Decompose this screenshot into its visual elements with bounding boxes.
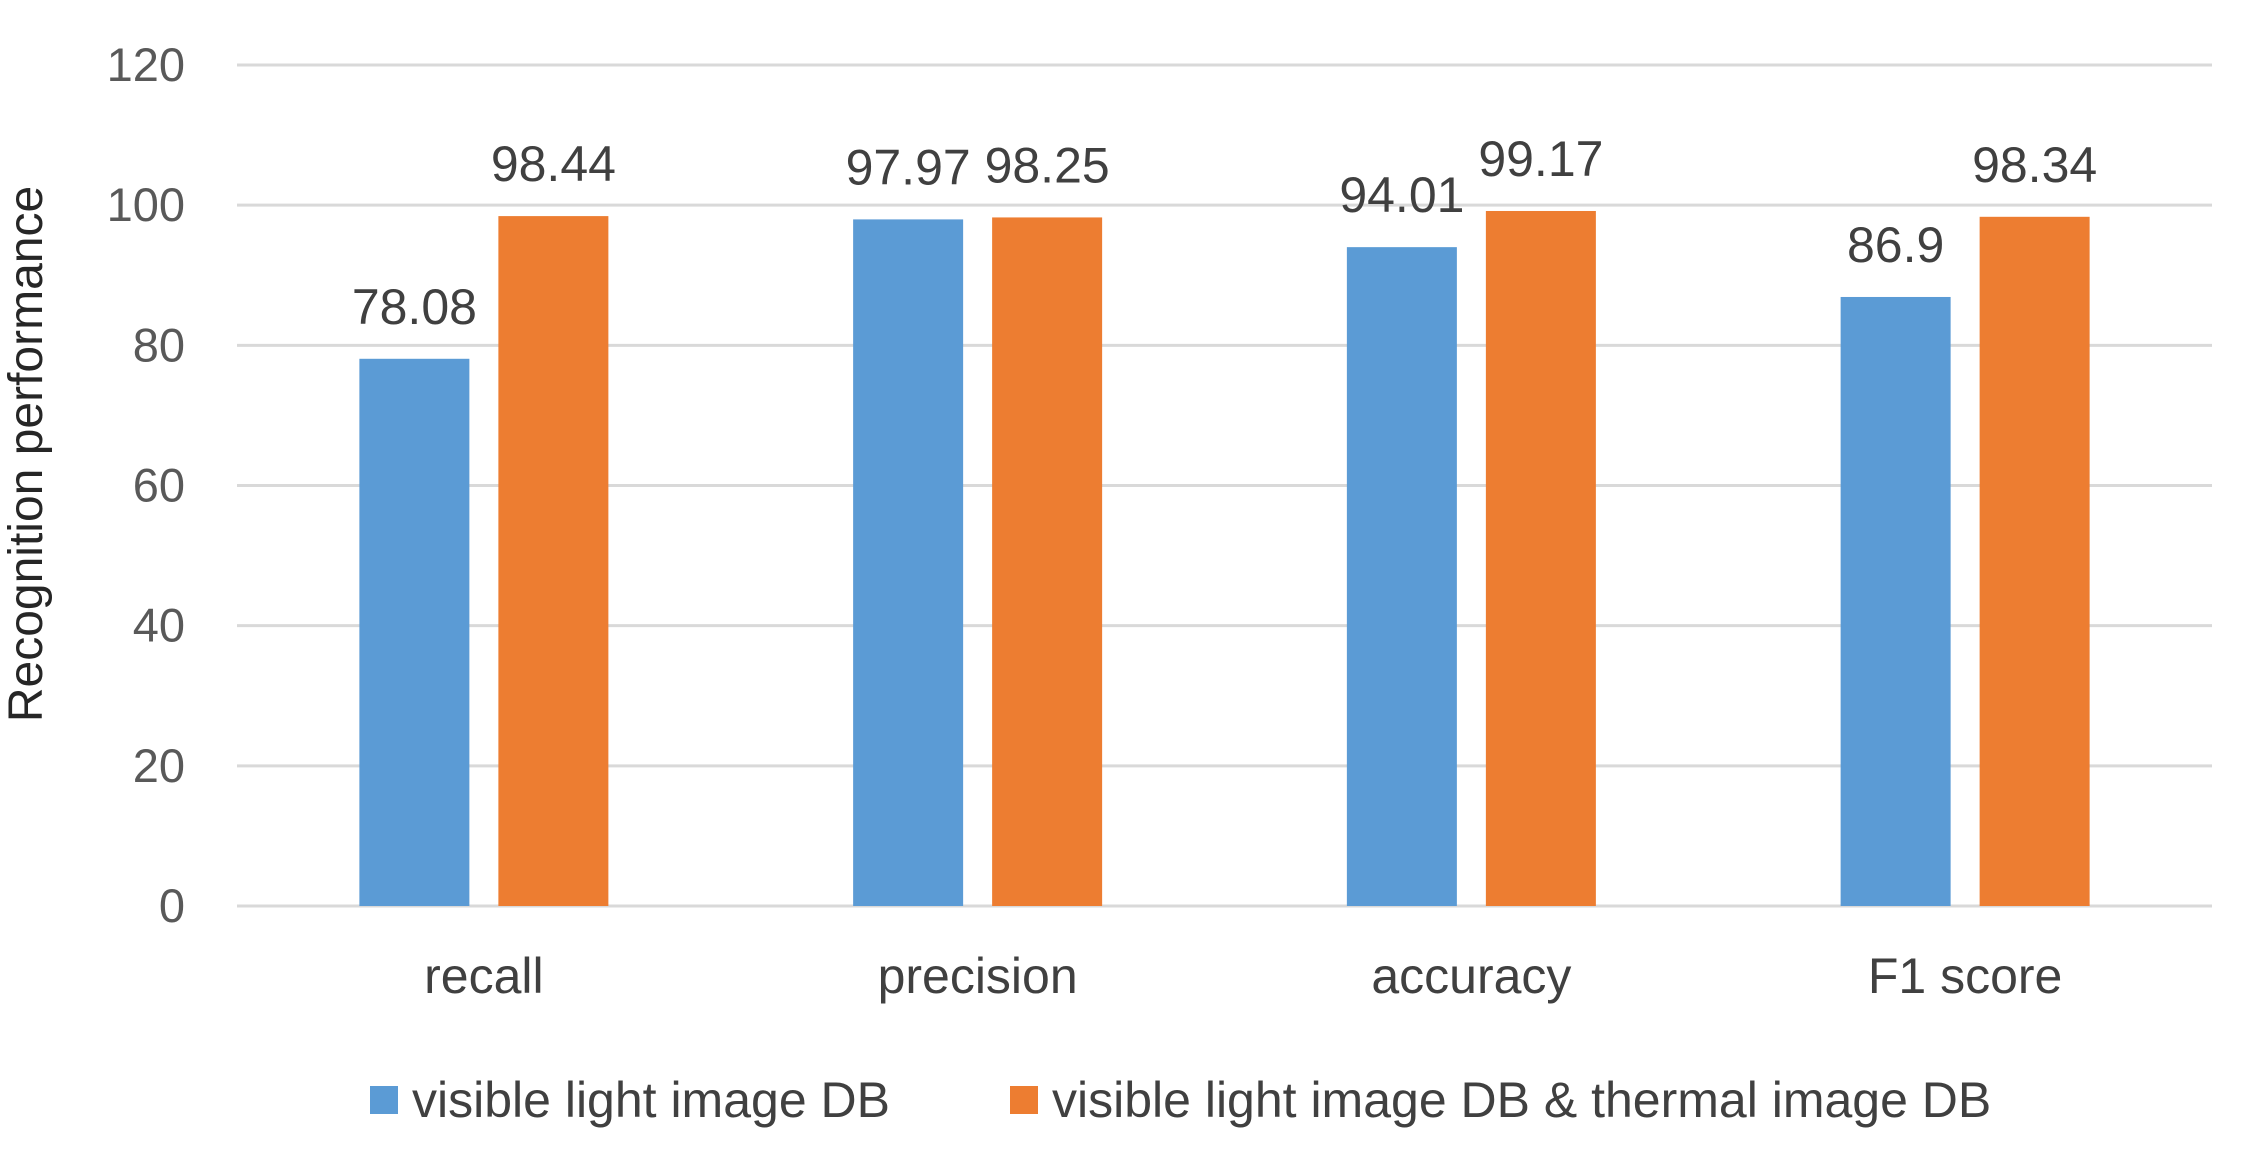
data-label: 86.9 xyxy=(1847,217,1944,273)
data-label: 94.01 xyxy=(1339,167,1464,223)
data-label: 78.08 xyxy=(352,279,477,335)
legend-swatch xyxy=(1010,1086,1038,1114)
y-tick-label: 120 xyxy=(107,38,185,91)
data-label: 98.34 xyxy=(1972,137,2097,193)
bar-recall-series-2 xyxy=(498,216,609,906)
bar-accuracy-series-2 xyxy=(1485,210,1596,906)
bar-precision-series-2 xyxy=(992,217,1103,906)
bar-f1-score-series-2 xyxy=(1979,216,2090,906)
legend-swatch xyxy=(370,1086,398,1114)
x-category-label: accuracy xyxy=(1371,948,1571,1004)
bars xyxy=(359,210,2090,907)
x-category-label: precision xyxy=(878,948,1078,1004)
y-axis-ticks: 0 20 40 60 80 100 120 xyxy=(107,38,185,932)
y-tick-label: 20 xyxy=(133,739,185,792)
legend-label: visible light image DB & thermal image D… xyxy=(1052,1072,1991,1128)
bar-f1-score-series-1 xyxy=(1840,296,1951,906)
legend: visible light image DB visible light imag… xyxy=(370,1072,1991,1128)
x-axis-categories: recall precision accuracy F1 score xyxy=(424,948,2062,1004)
y-tick-label: 80 xyxy=(133,318,185,371)
data-label: 98.25 xyxy=(985,137,1110,193)
y-tick-label: 0 xyxy=(159,879,185,932)
y-tick-label: 60 xyxy=(133,459,185,512)
legend-label: visible light image DB xyxy=(412,1072,890,1128)
data-label: 97.97 xyxy=(846,139,971,195)
bar-accuracy-series-1 xyxy=(1346,247,1457,906)
y-axis-title: Recognition performance xyxy=(0,186,53,722)
bar-recall-series-1 xyxy=(359,358,470,907)
x-category-label: recall xyxy=(424,948,543,1004)
bar-precision-series-1 xyxy=(853,219,964,907)
y-tick-label: 100 xyxy=(107,178,185,231)
y-tick-label: 40 xyxy=(133,599,185,652)
x-category-label: F1 score xyxy=(1868,948,2063,1004)
data-label: 99.17 xyxy=(1478,131,1603,187)
data-label: 98.44 xyxy=(491,136,616,192)
